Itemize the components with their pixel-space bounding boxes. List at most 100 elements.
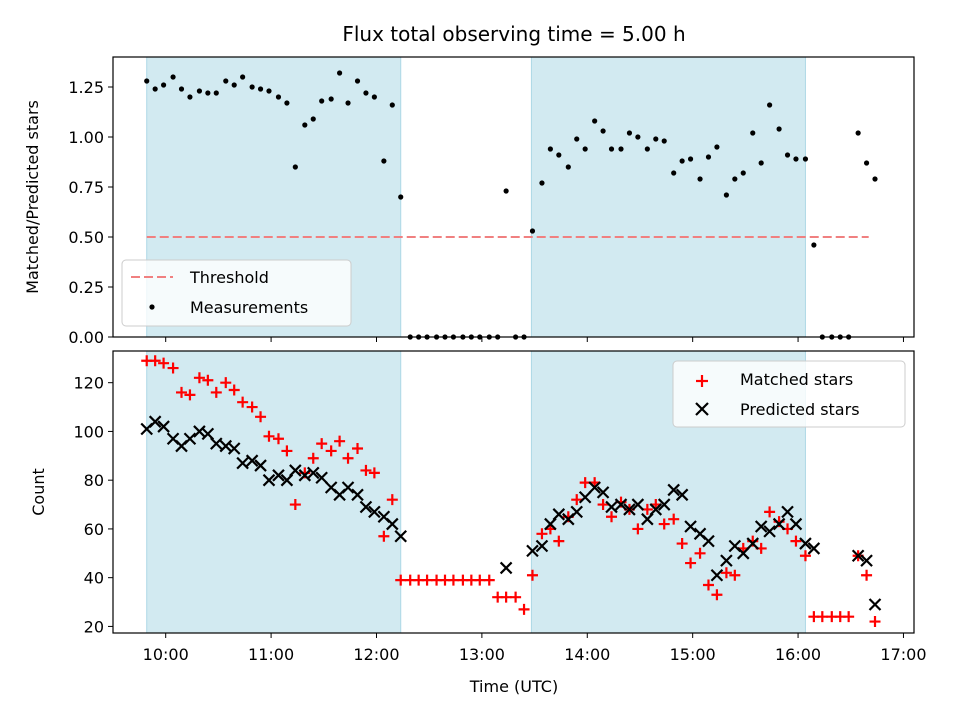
matched-star-point <box>246 401 258 413</box>
bottom-y-tick-label: 60 <box>84 520 104 539</box>
x-tick-label: 14:00 <box>564 645 610 664</box>
measurement-point <box>863 160 870 166</box>
matched-star-point <box>483 574 495 586</box>
matched-star-point <box>220 377 232 389</box>
predicted-star-point <box>499 561 513 575</box>
measurement-point <box>345 100 351 106</box>
top-panel-frame <box>112 56 915 338</box>
matched-star-point <box>158 357 170 369</box>
matched-star-point <box>526 569 538 581</box>
matched-star-point <box>289 499 301 511</box>
matched-star-point <box>597 499 609 511</box>
measurement-point <box>178 86 185 92</box>
measurement-point <box>529 228 536 234</box>
predicted-star-point <box>306 466 320 480</box>
predicted-star-point <box>781 505 794 519</box>
predicted-star-point <box>623 503 636 516</box>
matched-star-point <box>228 384 240 396</box>
predicted-star-point <box>763 525 776 538</box>
matched-star-point <box>711 589 723 601</box>
matched-star-point <box>263 430 275 442</box>
measurement-point <box>784 152 791 158</box>
measurement-point <box>257 86 264 92</box>
measurement-point <box>750 130 756 136</box>
matched-star-point <box>255 411 267 423</box>
predicted-star-point <box>799 537 812 550</box>
measurement-point <box>661 138 667 144</box>
measurement-point <box>705 154 712 160</box>
matched-star-point <box>702 579 714 591</box>
bottom-legend: Matched stars Predicted stars <box>672 360 906 428</box>
matched-star-point <box>193 372 205 384</box>
measurement-point <box>310 116 316 122</box>
measurement-point <box>187 94 193 100</box>
bottom-y-tick-label: 40 <box>84 569 104 588</box>
x-axis-label: Time (UTC) <box>469 677 558 696</box>
measurement-point <box>319 98 325 104</box>
matched-star-point <box>536 528 548 540</box>
measurement-point <box>240 74 246 80</box>
x-tick-label: 17:00 <box>880 645 926 664</box>
measurement-point <box>503 188 509 194</box>
predicted-star-point <box>605 500 618 514</box>
legend-measurements-swatch <box>149 304 155 310</box>
measurement-point <box>618 146 624 152</box>
predicted-star-point <box>868 598 882 611</box>
matched-star-point <box>658 518 670 530</box>
measurement-point <box>872 176 878 182</box>
matched-star-point <box>474 574 486 586</box>
legend-threshold-label: Threshold <box>189 268 269 287</box>
measurement-point <box>213 90 219 96</box>
predicted-star-point <box>262 473 276 487</box>
measurement-point <box>398 194 404 200</box>
predicted-star-point <box>614 498 628 511</box>
predicted-star-point <box>526 544 539 558</box>
matched-star-point <box>861 569 873 581</box>
chart-title: Flux total observing time = 5.00 h <box>342 22 685 46</box>
measurement-point <box>363 90 369 96</box>
measurement-point <box>381 158 387 164</box>
predicted-star-point <box>148 415 162 428</box>
bottom-y-tick-label: 100 <box>73 422 104 441</box>
measurement-point <box>855 130 861 136</box>
x-tick-label: 12:00 <box>353 645 399 664</box>
matched-star-point <box>386 494 398 506</box>
matched-star-point <box>729 569 741 581</box>
measurement-point <box>144 78 150 84</box>
measurement-point <box>776 126 782 132</box>
predicted-star-point <box>552 508 566 521</box>
measurement-point <box>758 160 764 166</box>
bottom-y-axis-label: Count <box>29 468 48 516</box>
predicted-star-point <box>710 568 724 582</box>
measurement-point <box>205 90 211 96</box>
measurement-point <box>811 242 817 248</box>
measurement-point <box>608 146 615 152</box>
matched-star-point <box>518 603 530 615</box>
measurement-point <box>336 70 343 76</box>
matched-star-point <box>553 535 565 547</box>
top-shaded-interval-2 <box>530 56 806 338</box>
matched-star-point <box>342 452 354 464</box>
top-legend: Threshold Measurements <box>121 259 352 327</box>
matched-star-point <box>176 386 188 398</box>
predicted-star-point <box>667 483 680 497</box>
measurement-point <box>547 146 553 152</box>
predicted-star-point <box>386 517 399 531</box>
predicted-star-point <box>157 420 170 433</box>
matched-star-point <box>272 433 284 445</box>
predicted-star-point <box>535 539 549 553</box>
predicted-star-point <box>657 498 671 511</box>
measurement-point <box>793 156 799 162</box>
matched-star-point <box>816 611 828 623</box>
measurement-point <box>284 100 290 106</box>
predicted-star-point <box>578 490 592 504</box>
matched-star-point <box>360 464 372 476</box>
bottom-y-tick-label: 80 <box>84 471 104 490</box>
measurement-point <box>371 94 377 100</box>
matched-star-point <box>632 523 644 535</box>
predicted-star-point <box>394 529 408 543</box>
predicted-star-point <box>596 486 610 499</box>
matched-star-point <box>184 389 196 401</box>
matched-star-point <box>210 386 222 398</box>
matched-star-point <box>843 611 855 623</box>
